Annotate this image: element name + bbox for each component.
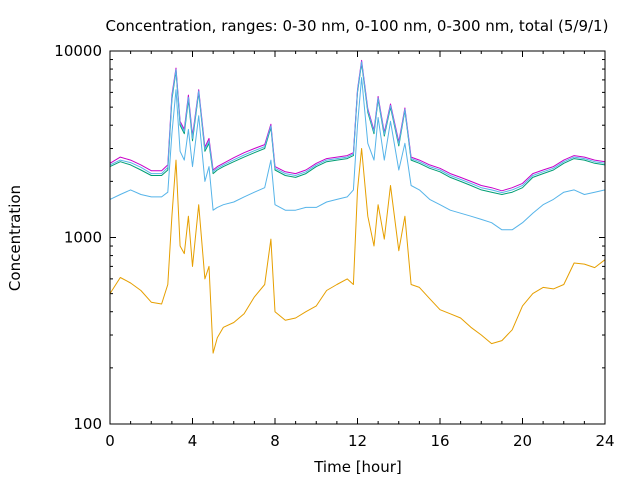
x-tick-label: 20 [513,432,532,450]
y-tick-label: 1000 [64,229,102,247]
x-tick-label: 16 [430,432,449,450]
ticks-layer: 0 4 8 12 16 20 24 100 1000 10000 [54,42,614,450]
chart-title: Concentration, ranges: 0-30 nm, 0-100 nm… [106,17,609,35]
x-tick-label: 0 [105,432,115,450]
x-axis-label: Time [hour] [313,458,402,476]
plot-frame [109,50,606,425]
x-tick-label: 8 [270,432,280,450]
y-tick-label: 100 [73,415,102,433]
x-tick-label: 12 [348,432,367,450]
series-line-2 [109,77,606,231]
series-layer [109,59,606,354]
series-line-1 [109,148,606,354]
y-axis-label: Concentration [6,185,24,291]
x-tick-label: 4 [188,432,198,450]
y-tick-label: 10000 [54,42,102,60]
series-line-5 [109,61,606,194]
x-tick-label: 24 [595,432,614,450]
